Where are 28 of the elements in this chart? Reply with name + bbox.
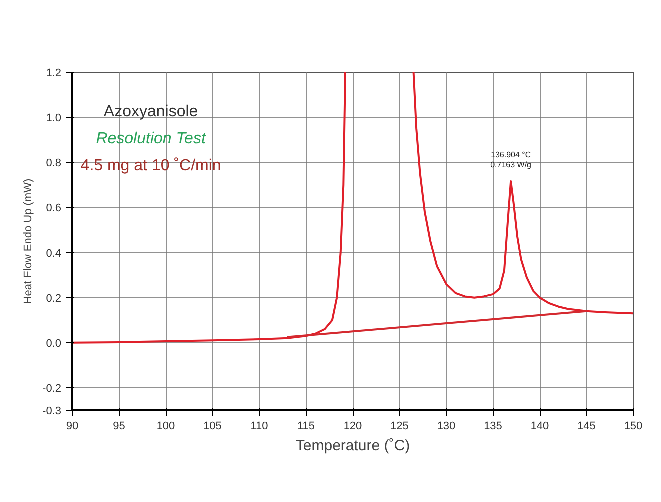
y-axis-title: Heat Flow Endo Up (mW) (22, 178, 35, 304)
x-tick-label: 145 (578, 420, 596, 432)
x-tick-label: 110 (250, 420, 268, 432)
y-tick-label: 0.2 (46, 292, 62, 305)
annotation: 136.904 °C 0.7163 W/g (490, 150, 532, 170)
y-tick-label: -0.3 (42, 406, 62, 418)
x-tick-label: 130 (437, 420, 456, 432)
y-tick-label: 0.0 (46, 338, 62, 350)
x-tick-label: 120 (344, 420, 362, 432)
y-tick-label: 1.0 (46, 112, 62, 125)
x-tick-label: 150 (624, 420, 643, 432)
x-tick-label: 125 (390, 420, 409, 432)
annotation: Resolution Test (96, 130, 206, 148)
x-axis-title: Temperature (˚C) (296, 438, 410, 454)
x-tick-label: 140 (530, 420, 550, 432)
x-tick-label: 115 (297, 420, 316, 432)
y-tick-label: 0.8 (46, 158, 62, 170)
x-tick-label: 90 (66, 420, 79, 432)
y-tick-label: 0.6 (46, 202, 62, 215)
x-tick-label: 95 (113, 420, 126, 432)
x-tick-label: 135 (484, 420, 502, 432)
x-tick-label: 105 (204, 420, 222, 432)
y-tick-label: 1.2 (46, 68, 62, 80)
annotation: 4.5 mg at 10 ˚C/min (80, 158, 222, 174)
annotation: Azoxyanisole (104, 104, 198, 120)
y-tick-label: -0.2 (42, 382, 62, 395)
y-tick-label: 0.4 (46, 248, 62, 260)
x-tick-label: 100 (156, 420, 176, 432)
